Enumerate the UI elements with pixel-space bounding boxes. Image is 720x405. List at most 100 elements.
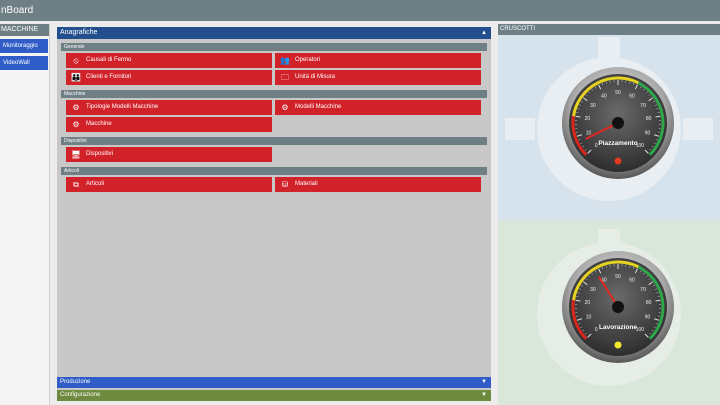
gauge-tick [575, 115, 581, 118]
gauge-label: Lavorazione [599, 324, 637, 331]
macchine-button[interactable]: ⚙ Macchine [66, 117, 272, 132]
gauge-tick-label: 100 [636, 143, 645, 149]
gauge-tick [580, 326, 583, 328]
gauge-tick [654, 288, 658, 290]
gauge-tick [584, 148, 587, 151]
gauge-tick [578, 323, 581, 325]
gauge-needle [597, 276, 619, 308]
folder-icon: 🗀 [281, 73, 289, 82]
users-icon: 👪 [71, 73, 81, 82]
gauge-tick-label: 50 [615, 90, 621, 96]
unita-button[interactable]: 🗀 Unità di Misura [275, 70, 481, 85]
gauge-tick [653, 284, 656, 287]
gauge-green-zone [637, 265, 665, 340]
produzione-accordion[interactable]: Produzione ▼ [57, 377, 491, 388]
app-title: nBoard [1, 5, 34, 16]
sidebar-header: MACCHINE [0, 24, 49, 36]
gauge-hub [612, 117, 624, 129]
gauge-tick [649, 332, 652, 335]
gauge-red-zone [571, 115, 588, 156]
gauge-tick [629, 265, 631, 268]
gauge-tick [594, 270, 597, 273]
gauge-tick-label: 40 [601, 93, 607, 99]
gauge-tick [653, 134, 660, 137]
gear-icon: ⚙ [281, 103, 289, 112]
people-icon: 👥 [280, 56, 290, 65]
causali-button[interactable]: ⦸ Causali di Fermo [66, 53, 272, 68]
gauge-tick [648, 278, 651, 281]
gauge-yellow-zone [572, 260, 640, 301]
gauge-needle [585, 122, 619, 140]
anagrafiche-panel: Anagrafiche ▲ Generale ⦸ Causali di Fermo … [57, 27, 491, 401]
gauge-tick [639, 86, 642, 89]
clienti-button[interactable]: 👪 Clienti e Fornitori [66, 70, 272, 85]
gauge-tick [582, 97, 588, 102]
chevron-up-icon[interactable]: ▲ [481, 30, 487, 36]
gauge-tick [655, 299, 661, 302]
gauge-tick-label: 30 [590, 103, 596, 109]
gear-icon: ⚙ [72, 120, 80, 129]
gauge-tick-label: 20 [585, 116, 591, 122]
gauge-tick [591, 88, 594, 91]
tipologie-button[interactable]: ⚙ Tipologie Modelli Macchine [66, 100, 272, 115]
gauge-tick [575, 299, 581, 302]
gauge-tick-label: 80 [646, 116, 652, 122]
gauge-tick [644, 333, 649, 338]
empty-slot [275, 147, 481, 162]
gauge-tick [601, 82, 604, 85]
gauge-tick [655, 139, 658, 141]
anagrafiche-title: Anagrafiche [60, 29, 98, 36]
status-led [614, 157, 622, 165]
gauge-tick [580, 100, 583, 103]
modelli-button[interactable]: ⚙ Modelli Macchine [275, 100, 481, 115]
section-articoli: Articoli [61, 167, 487, 175]
gauge-tick [634, 268, 638, 274]
gauge-tick [576, 134, 583, 137]
gauge-tick-label: 90 [645, 131, 651, 137]
blocks-icon: ⛁ [281, 180, 289, 189]
gauge-tick [656, 292, 659, 294]
gauge-tick [656, 108, 659, 110]
monitor-icon: 🖥 [70, 150, 82, 159]
section-dispositivi: Dispositivi [61, 137, 487, 145]
gauge-tick [578, 288, 582, 290]
gauge-tick [578, 139, 581, 141]
gauge-tick [577, 292, 580, 294]
gauge-tick [588, 91, 591, 94]
gauge-tick [653, 318, 660, 321]
gauge-tick-label: 10 [586, 315, 592, 321]
configurazione-label: Configurazione [60, 392, 101, 398]
anagrafiche-header[interactable]: Anagrafiche ▲ [57, 27, 491, 39]
gauge-green-zone [637, 81, 665, 156]
materiali-button[interactable]: ⛁ Materiali [275, 177, 481, 192]
gauge-tick [598, 84, 602, 90]
gauge-tick [580, 284, 583, 287]
gauge-tick-label: 50 [615, 274, 621, 280]
gauge-tick [634, 84, 638, 90]
gauge-tick [588, 275, 591, 278]
gauge-tick [655, 323, 658, 325]
gauge-tick [649, 148, 652, 151]
gauge-tick [585, 278, 588, 281]
configurazione-accordion[interactable]: Configurazione ▼ [57, 390, 491, 401]
chevron-down-icon: ▼ [481, 379, 487, 385]
gauge-tick [585, 94, 588, 97]
articoli-button[interactable]: ⧉ Articoli [66, 177, 272, 192]
dispositivi-button[interactable]: 🖥 Dispositivi [66, 147, 272, 162]
gauge-tick [584, 332, 587, 335]
gauge-tick [605, 81, 607, 84]
gauge-tick [653, 100, 656, 103]
gauge-tick-label: 70 [640, 287, 646, 293]
gauge-tick [651, 145, 654, 148]
sidebar-item-monitoraggio[interactable]: Monitoraggio [0, 39, 48, 53]
gauge-red-zone [571, 299, 588, 340]
gauge-tick [642, 88, 645, 91]
sidebar-item-videowall[interactable]: VideoWall [0, 56, 48, 70]
operatori-button[interactable]: 👥 Operatori [275, 53, 481, 68]
empty-slot [275, 117, 481, 132]
gauge-tick [591, 272, 594, 275]
gauge-tick [587, 149, 592, 154]
gauge-tick-label: 60 [629, 277, 635, 283]
